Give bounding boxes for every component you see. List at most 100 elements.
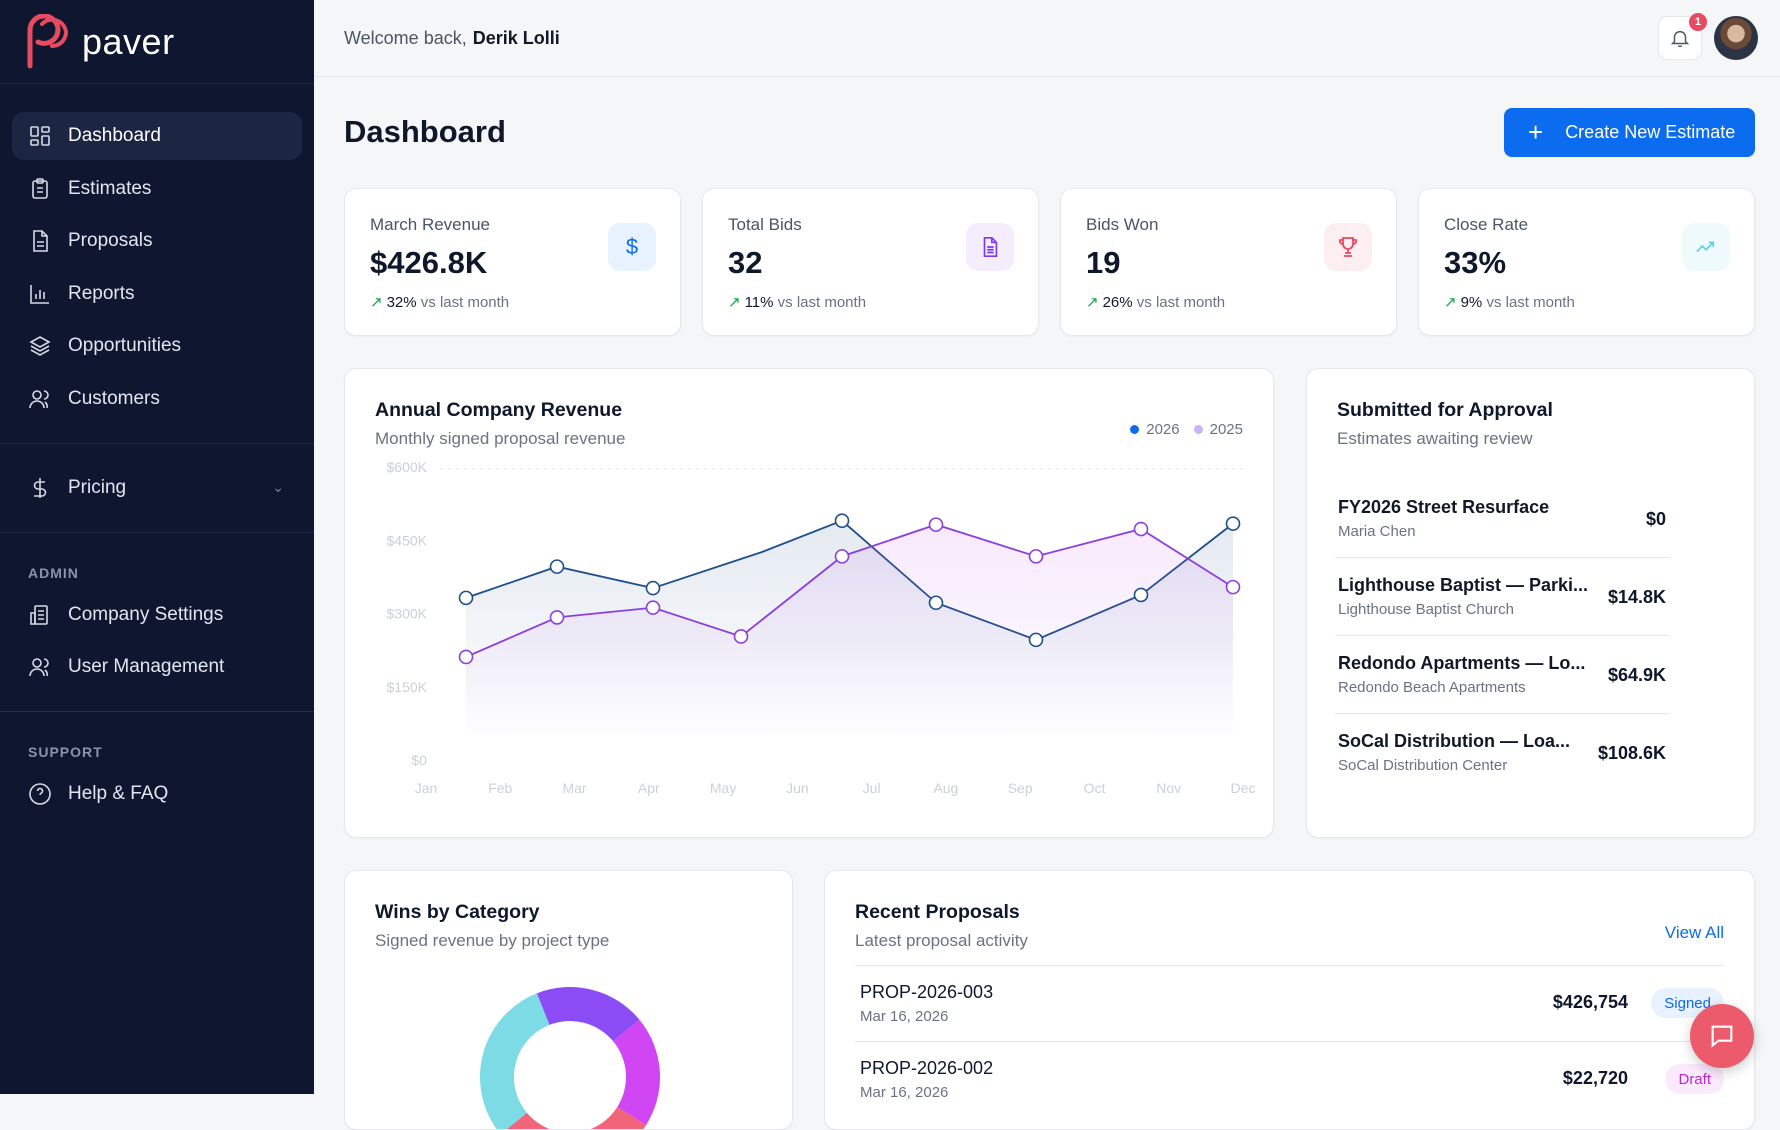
avatar[interactable] (1714, 16, 1758, 60)
view-all-link[interactable]: View All (1664, 923, 1724, 942)
section-label-admin: ADMIN (28, 564, 79, 581)
approval-item[interactable]: FY2026 Street Resurface Maria Chen $0 (1335, 481, 1670, 558)
data-point-2025 (1133, 521, 1149, 537)
delta-text: vs last month (420, 294, 510, 311)
sidebar-item-label: Customers (68, 387, 160, 409)
proposal-id: PROP-2026-002 (860, 1058, 994, 1078)
document-icon (966, 223, 1014, 271)
trophy-icon (1324, 223, 1372, 271)
legend-item-2026[interactable]: 2026 (1130, 421, 1180, 438)
stat-label: Bids Won (1086, 215, 1159, 234)
donut-segment (536, 987, 640, 1042)
item-client: Maria Chen (1338, 523, 1416, 540)
proposal-amount: $426,754 (1552, 992, 1628, 1012)
sidebar-item-proposals[interactable]: Proposals (12, 217, 302, 265)
proposal-date: Mar 16, 2026 (860, 1008, 949, 1025)
card-subtitle: Estimates awaiting review (1337, 429, 1533, 448)
create-estimate-button[interactable]: + Create New Estimate (1504, 108, 1755, 157)
legend-item-2025[interactable]: 2025 (1193, 421, 1243, 438)
proposal-date: Mar 16, 2026 (860, 1084, 949, 1101)
sidebar-item-opportunities[interactable]: Opportunities (12, 322, 302, 370)
stat-value: $426.8K (370, 245, 488, 280)
arrow-up-right-icon: ↗ (1444, 294, 1457, 311)
stat-card-bids: Total Bids 32 ↗ 11% vs last month (702, 188, 1039, 336)
x-tick-label: Jan (415, 780, 438, 796)
card-title: Annual Company Revenue (375, 399, 623, 421)
sidebar-item-reports[interactable]: Reports (12, 270, 302, 318)
chat-button[interactable] (1690, 1004, 1754, 1068)
sidebar-item-label: Help & FAQ (68, 783, 169, 804)
sidebar-item-help[interactable]: Help & FAQ (12, 770, 302, 818)
data-point-2026 (928, 595, 944, 611)
chart-legend: 2026 2025 (1130, 421, 1243, 438)
sidebar-item-label: Pricing (68, 476, 127, 498)
sidebar-item-customers[interactable]: Customers (12, 375, 302, 423)
y-tick-label: $600K (387, 459, 428, 475)
item-name: SoCal Distribution — Loa... (1338, 731, 1571, 751)
sidebar-item-user-management[interactable]: User Management (12, 643, 302, 691)
delta-text: vs last month (777, 294, 867, 311)
dollar-icon (33, 477, 47, 498)
sidebar-item-label: Proposals (68, 230, 153, 251)
arrow-up-right-icon: ↗ (1086, 294, 1099, 311)
data-point-2026 (1028, 632, 1044, 648)
delta-text: vs last month (1486, 294, 1575, 311)
create-estimate-label: Create New Estimate (1565, 122, 1736, 142)
stat-card-won: Bids Won 19 ↗ 26% vs last month (1060, 188, 1397, 336)
sidebar-item-pricing[interactable]: Pricing ⌄ (12, 464, 302, 512)
sidebar-item-estimates[interactable]: Estimates (12, 165, 302, 213)
card-title: Wins by Category (375, 901, 540, 923)
data-point-2025 (928, 517, 944, 532)
y-tick-label: $300K (387, 606, 428, 622)
card-subtitle: Monthly signed proposal revenue (375, 429, 626, 448)
users-icon (29, 658, 49, 677)
brand-logo[interactable]: paver (0, 0, 314, 84)
building-icon (30, 604, 48, 625)
notifications-button[interactable]: 1 (1658, 13, 1707, 60)
delta-value: 9% (1460, 294, 1483, 311)
item-name: Redondo Apartments — Lo... (1338, 653, 1586, 673)
sidebar-item-company-settings[interactable]: Company Settings (12, 591, 302, 639)
x-tick-label: Sep (1008, 780, 1033, 796)
proposal-row[interactable]: PROP-2026-003 Mar 16, 2026 $426,754 Signed (855, 965, 1724, 1041)
stat-value: 19 (1086, 245, 1121, 280)
wins-card: Wins by Category Signed revenue by proje… (344, 870, 793, 1130)
stat-delta: ↗ 32% vs last month (370, 293, 509, 311)
grid-icon (30, 126, 50, 146)
donut-segment (480, 993, 550, 1129)
stat-label: Close Rate (1444, 215, 1529, 234)
bell-icon (1670, 30, 1690, 47)
bar-chart-icon (30, 284, 49, 304)
card-subtitle: Signed revenue by project type (375, 931, 610, 950)
proposal-row[interactable]: PROP-2026-002 Mar 16, 2026 $22,720 Draft (855, 1041, 1724, 1117)
divider (0, 531, 314, 533)
item-client: Lighthouse Baptist Church (1338, 601, 1514, 618)
approval-card: Submitted for Approval Estimates awaitin… (1306, 368, 1755, 838)
proposal-id: PROP-2026-003 (860, 982, 994, 1002)
approval-item[interactable]: SoCal Distribution — Loa... SoCal Distrib… (1335, 715, 1670, 792)
stat-card-close-rate: Close Rate 33% ↗ 9% vs last month (1418, 188, 1755, 336)
stat-delta: ↗ 26% vs last month (1086, 293, 1225, 311)
approval-item[interactable]: Redondo Apartments — Lo... Redondo Beach … (1335, 637, 1670, 714)
main-nav: Dashboard Estimates Proposals Reports Op… (0, 84, 314, 423)
stat-card-revenue: March Revenue $426.8K ↗ 32% vs last month… (344, 188, 681, 336)
data-point-2026 (458, 590, 474, 606)
delta-value: 26% (1102, 294, 1133, 311)
sidebar-item-label: Company Settings (68, 603, 224, 625)
chevron-down-icon[interactable]: ⌄ (272, 479, 284, 495)
legend-label: 2025 (1209, 421, 1243, 438)
x-tick-label: Jul (863, 780, 881, 796)
y-tick-label: $0 (411, 752, 427, 768)
status-badge: Signed (1651, 988, 1724, 1018)
approval-item[interactable]: Lighthouse Baptist — Parki... Lighthouse … (1335, 559, 1670, 636)
x-tick-label: Apr (638, 780, 660, 796)
y-tick-label: $450K (387, 532, 428, 548)
delta-value: 32% (386, 294, 417, 311)
legend-label: 2026 (1146, 421, 1180, 438)
notification-badge: 1 (1689, 13, 1707, 31)
item-amount: $0 (1645, 509, 1666, 529)
x-tick-label: Jun (786, 780, 809, 796)
help-circle-icon (29, 783, 51, 805)
sidebar-item-dashboard[interactable]: Dashboard (12, 112, 302, 160)
stat-delta: ↗ 11% vs last month (728, 293, 866, 311)
